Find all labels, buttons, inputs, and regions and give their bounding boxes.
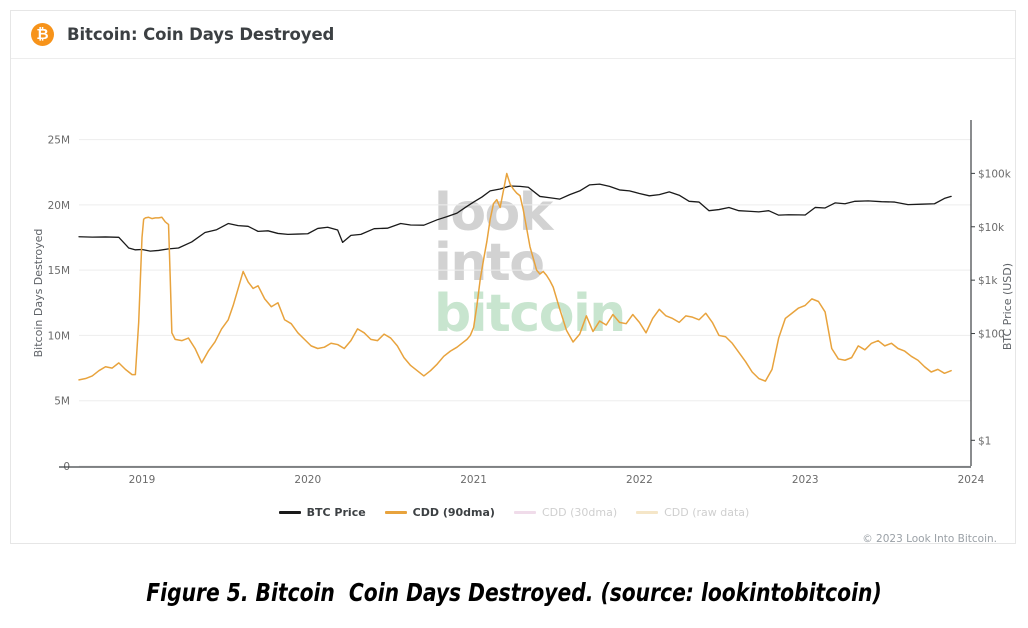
- y-axis-right-tick-label: $10k: [978, 222, 1005, 234]
- legend-item[interactable]: CDD (90dma): [384, 506, 495, 519]
- card-header: ₿ Bitcoin: Coin Days Destroyed: [11, 11, 1015, 59]
- series-line-cdd-90dma: [78, 172, 952, 382]
- y-axis-right-title: BTC Price (USD): [1001, 263, 1014, 350]
- figure-caption: Figure 5. Bitcoin Coin Days Destroyed. (…: [146, 578, 882, 607]
- y-axis-left-title: Bitcoin Days Destroyed: [32, 229, 45, 358]
- plot-area: look into bitcoin 0 5M 10M 15M 20M 25M Bitcoin…: [11, 59, 1015, 543]
- legend-swatch-icon: [278, 511, 301, 514]
- y-axis-left-tick-label: 20M: [48, 200, 70, 212]
- x-axis-tick-label: 2024: [958, 474, 985, 486]
- y-axis-left-tick-label: 10M: [48, 330, 70, 342]
- bitcoin-logo-icon: ₿: [31, 23, 54, 46]
- y-axis-right-tick-label: $1: [978, 435, 991, 447]
- copyright-text: © 2023 Look Into Bitcoin.: [862, 533, 997, 545]
- x-axis-tick-label: 2022: [626, 474, 653, 486]
- legend-swatch-icon: [636, 511, 659, 514]
- legend-item[interactable]: BTC Price: [278, 506, 366, 519]
- legend-label: CDD (raw data): [664, 506, 750, 519]
- y-axis-left-tick-label: 25M: [48, 135, 70, 147]
- legend-item[interactable]: CDD (30dma): [513, 506, 618, 519]
- legend-swatch-icon: [384, 511, 407, 514]
- x-axis-tick-label: 2023: [792, 474, 819, 486]
- series-line-btc-price: [78, 183, 952, 252]
- x-axis-tick-label: 2019: [129, 474, 156, 486]
- y-axis-right-tick-label: $100: [978, 329, 1005, 341]
- legend-swatch-icon: [513, 511, 536, 514]
- x-axis-tick-label: 2020: [294, 474, 321, 486]
- y-axis-right-tick-label: $1k: [978, 275, 998, 287]
- legend-label: CDD (30dma): [541, 506, 618, 519]
- y-axis-left-tick-label: 5M: [54, 396, 70, 408]
- x-axis-tick-label: 2021: [460, 474, 487, 486]
- y-axis-left-tick-label: 15M: [48, 265, 70, 277]
- legend-item[interactable]: CDD (raw data): [636, 506, 749, 519]
- legend-label: BTC Price: [306, 506, 366, 519]
- chart-card: ₿ Bitcoin: Coin Days Destroyed look into…: [10, 10, 1017, 545]
- page-title: Bitcoin: Coin Days Destroyed: [67, 25, 335, 44]
- chart-legend: BTC Price CDD (90dma) CDD (30dma) CDD (raw …: [11, 506, 1017, 519]
- y-axis-right-tick-label: $100k: [978, 168, 1012, 180]
- legend-label: CDD (90dma): [412, 506, 495, 519]
